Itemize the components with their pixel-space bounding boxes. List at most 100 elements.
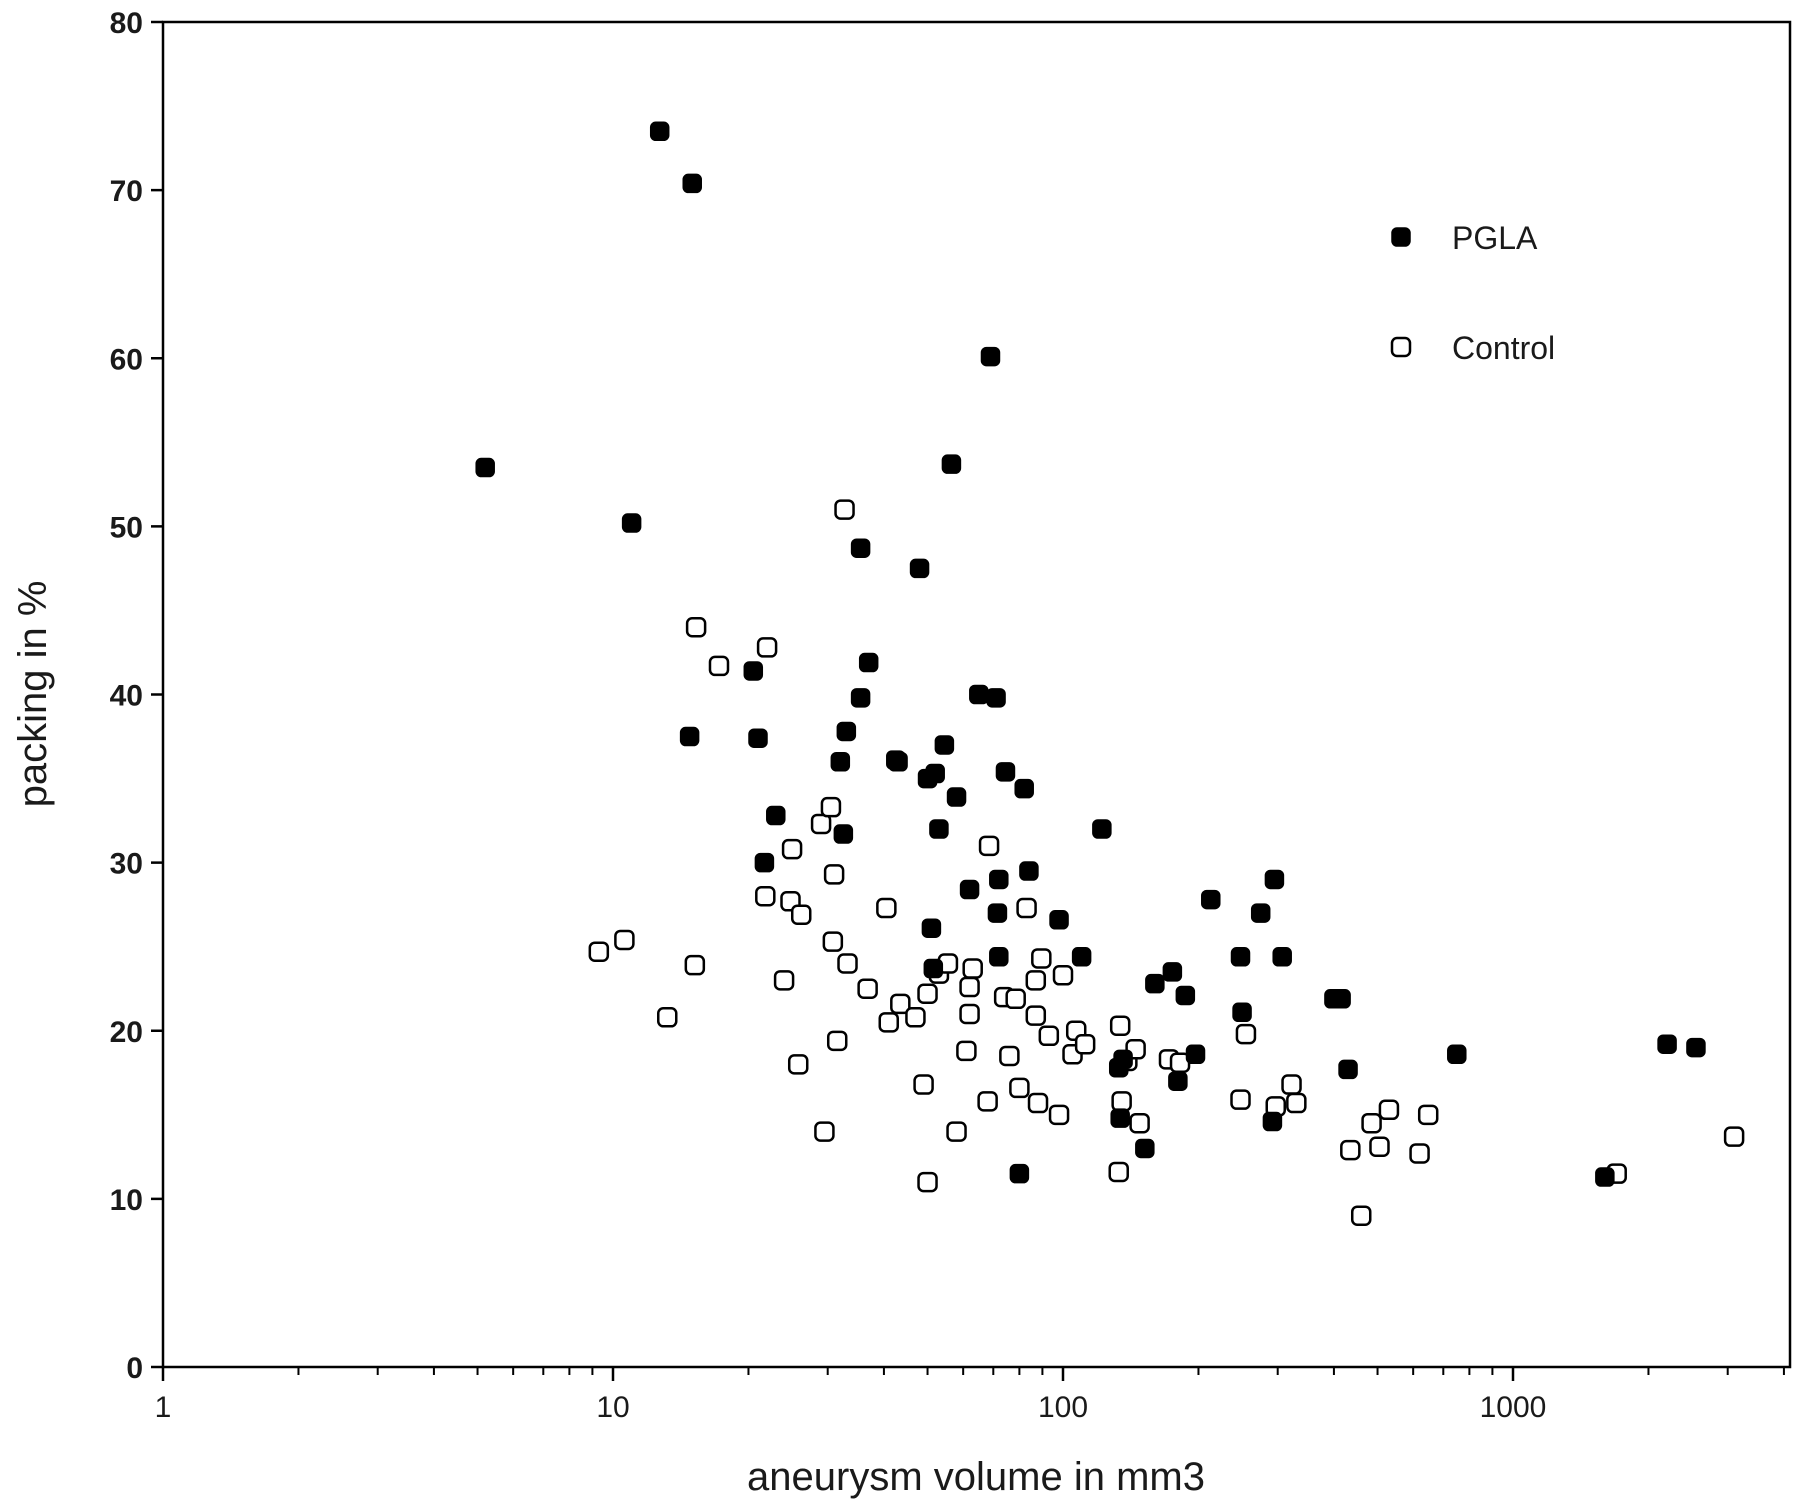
control-point (810, 813, 832, 835)
control-point (1025, 1005, 1047, 1026)
control-point (1350, 1205, 1372, 1226)
pgla-point (989, 947, 1009, 967)
control-point (1417, 1104, 1439, 1126)
pgla-point (1092, 819, 1112, 839)
pgla-point (1135, 1138, 1155, 1159)
pgla-point (1232, 1002, 1252, 1023)
control-point (905, 1007, 926, 1028)
control-point (917, 1171, 938, 1193)
data-points (475, 121, 1745, 1226)
control-point (1230, 1089, 1251, 1110)
y-tick-label: 60 (110, 343, 143, 376)
control-point (1340, 1139, 1361, 1161)
control-point (959, 976, 980, 998)
control-point (755, 886, 776, 907)
pgla-point (1168, 1071, 1188, 1091)
pgla-point (1657, 1034, 1677, 1054)
pgla-point (1595, 1167, 1615, 1187)
pgla-point (850, 538, 871, 558)
pgla-point (1145, 973, 1165, 994)
control-point (781, 838, 803, 860)
control-point (876, 897, 897, 919)
x-tick-label: 100 (1038, 1391, 1088, 1424)
pgla-point (833, 824, 854, 844)
legend-control-marker (1390, 336, 1412, 358)
control-point (685, 617, 707, 638)
control-point (946, 1121, 967, 1142)
pgla-point (766, 805, 786, 826)
pgla-point (830, 752, 851, 772)
pgla-point (959, 879, 980, 900)
control-point (1129, 1112, 1150, 1134)
pgla-point (836, 721, 857, 742)
control-point (1025, 970, 1047, 991)
pgla-point (621, 513, 642, 533)
pgla-point (1264, 869, 1285, 890)
control-point (708, 655, 730, 677)
pgla-point (850, 688, 871, 708)
pgla-point (934, 735, 955, 755)
pgla-point (754, 852, 775, 873)
series-pgla (475, 121, 1706, 1187)
control-point (1031, 948, 1052, 969)
control-point (826, 1030, 848, 1052)
pgla-point (980, 346, 1001, 367)
legend-label: Control (1452, 330, 1555, 366)
pgla-point (921, 918, 942, 938)
control-point (959, 1003, 980, 1025)
pgla-point (969, 684, 989, 705)
control-point (1027, 1092, 1049, 1114)
control-point (823, 864, 845, 885)
legend: PGLA Control (1390, 220, 1555, 366)
control-point (857, 978, 878, 999)
pgla-point (1009, 1163, 1030, 1184)
pgla-point (1230, 947, 1251, 967)
pgla-point (1272, 947, 1292, 967)
control-point (820, 796, 842, 818)
pgla-point (682, 173, 702, 194)
pgla-point (986, 688, 1006, 708)
pgla-point (1019, 861, 1039, 881)
control-point (1111, 1091, 1132, 1112)
pgla-point (1262, 1111, 1283, 1132)
pgla-point (946, 787, 967, 807)
control-point (790, 904, 812, 925)
control-point (773, 970, 795, 991)
control-point (1108, 1161, 1129, 1183)
y-tick-label: 30 (110, 848, 143, 881)
pgla-point (679, 726, 700, 747)
control-point (614, 929, 635, 951)
control-point (978, 835, 1000, 857)
y-tick-label: 40 (110, 680, 143, 713)
pgla-point (743, 661, 764, 681)
series-control (588, 499, 1745, 1226)
y-tick-label: 20 (110, 1016, 143, 1049)
control-point (1052, 965, 1074, 986)
pgla-point (995, 762, 1016, 782)
y-tick-label: 80 (110, 7, 143, 40)
pgla-point (929, 819, 949, 839)
x-tick-label: 1 (155, 1391, 172, 1424)
pgla-point (925, 763, 945, 784)
control-point (1016, 897, 1037, 919)
control-point (1723, 1126, 1745, 1147)
pgla-point (1338, 1059, 1358, 1080)
pgla-point (1162, 962, 1183, 982)
control-point (1009, 1077, 1030, 1099)
x-tick-label: 10 (596, 1391, 629, 1424)
control-point (1281, 1074, 1302, 1095)
pgla-point (1110, 1108, 1130, 1128)
control-point (1005, 988, 1026, 1010)
x-tick-label: 1000 (1480, 1391, 1547, 1424)
pgla-point (1250, 903, 1271, 923)
pgla-point (989, 869, 1009, 890)
control-point (834, 499, 855, 520)
x-axis-title: aneurysm volume in mm3 (747, 1455, 1205, 1499)
pgla-point (1071, 947, 1092, 967)
control-point (1286, 1092, 1307, 1114)
pgla-point (1686, 1037, 1706, 1058)
legend-label: PGLA (1452, 220, 1538, 256)
y-tick-label: 0 (126, 1352, 143, 1385)
y-tick-label: 10 (110, 1184, 143, 1217)
